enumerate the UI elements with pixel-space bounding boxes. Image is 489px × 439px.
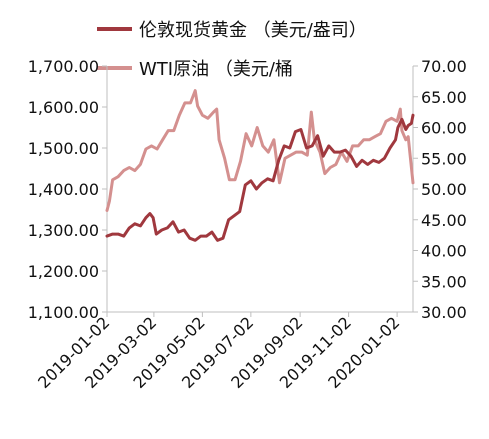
right-axis-tick-label: 35.00 (421, 272, 467, 291)
left-axis-tick-label: 1,400.00 (28, 180, 99, 199)
right-axis-tick-label: 40.00 (421, 242, 467, 261)
left-axis-tick-label: 1,200.00 (28, 262, 99, 281)
series-line-oil (105, 89, 415, 212)
right-axis-tick-label: 30.00 (421, 303, 467, 322)
series-line-gold (105, 113, 415, 242)
axes: 1,100.00 1,200.00 1,300.00 1,400.00 1,500.00… (28, 57, 467, 392)
right-axis-tick-label: 45.00 (421, 211, 467, 230)
legend: 伦敦现货黄金 （美元/盎司） WTI原油 （美元/桶 (97, 20, 367, 80)
legend-label-gold: 伦敦现货黄金 （美元/盎司） (139, 20, 367, 41)
left-axis-tick-label: 1,100.00 (28, 303, 99, 322)
legend-label-oil: WTI原油 （美元/桶 (139, 59, 293, 80)
series-layer (105, 89, 415, 242)
right-axis-tick-label: 65.00 (421, 88, 467, 107)
left-axis-tick-label: 1,300.00 (28, 221, 99, 240)
left-axis-tick-label: 1,700.00 (28, 57, 99, 76)
left-axis-tick-label: 1,600.00 (28, 98, 99, 117)
right-axis-tick-label: 70.00 (421, 57, 467, 76)
right-axis-tick-label: 50.00 (421, 180, 467, 199)
left-axis-tick-label: 1,500.00 (28, 139, 99, 158)
right-axis-tick-label: 60.00 (421, 119, 467, 138)
right-axis-tick-label: 55.00 (421, 149, 467, 168)
